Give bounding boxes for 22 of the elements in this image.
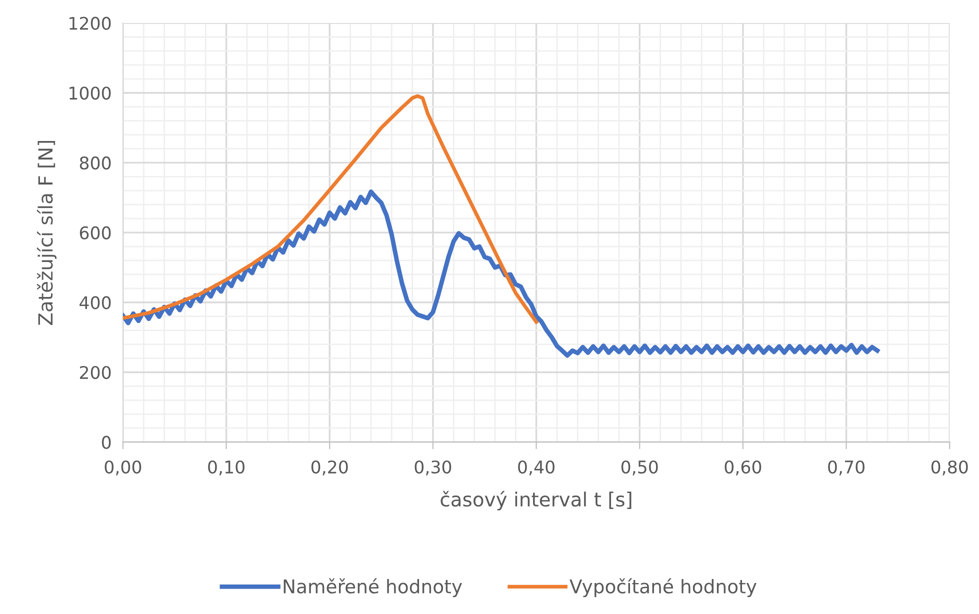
y-axis-title: Zatěžující síla F [N] — [36, 140, 57, 325]
line-series — [122, 94, 538, 324]
x-tick-label: 0,50 — [621, 460, 658, 476]
line-series — [122, 189, 880, 358]
x-tick-label: 0,70 — [828, 460, 864, 476]
y-tick-label: 0 — [102, 436, 111, 449]
x-tick-label: 0,00 — [104, 460, 142, 476]
x-axis-title: časový interval t [s] — [440, 490, 632, 510]
y-tick-label: 800 — [80, 156, 111, 170]
y-tick-label: 600 — [80, 226, 111, 240]
x-tick-label: 0,80 — [931, 460, 968, 476]
x-tick-label: 0,40 — [518, 460, 554, 476]
y-tick-label: 1200 — [70, 16, 111, 30]
y-tick-label: 200 — [80, 366, 111, 380]
x-tick-label: 0,10 — [208, 460, 244, 476]
y-tick-label: 400 — [80, 296, 111, 310]
legend-label: Vypočítané hodnoty — [570, 578, 756, 598]
y-tick-label: 1000 — [70, 86, 111, 100]
x-tick-label: 0,30 — [414, 460, 452, 476]
x-tick-label: 0,20 — [311, 460, 348, 476]
x-tick-label: 0,60 — [724, 460, 762, 476]
legend-label: Naměřené hodnoty — [284, 578, 462, 598]
